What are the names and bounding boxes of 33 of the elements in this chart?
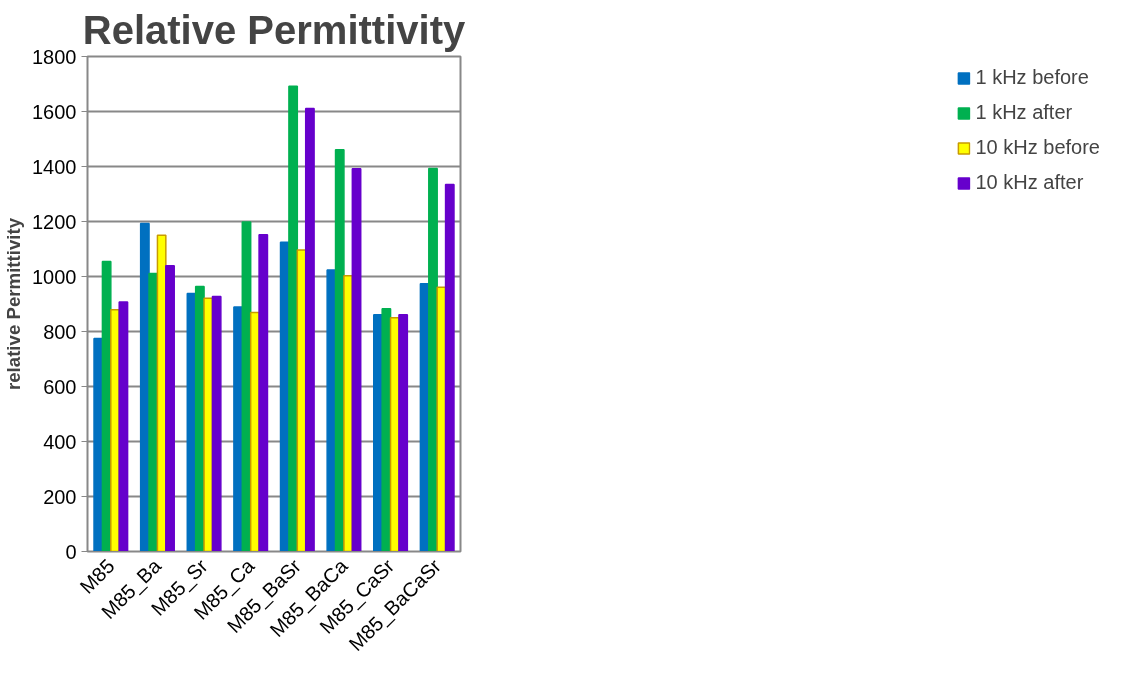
- bar: [118, 301, 129, 552]
- y-tick-label: 200: [43, 485, 77, 508]
- y-tick-label: 800: [43, 320, 77, 343]
- bar: [304, 107, 315, 552]
- bar: [326, 269, 337, 552]
- bar: [93, 337, 104, 552]
- y-tick-label: 1000: [32, 265, 77, 288]
- y-axis-title: relative Permittivity: [3, 217, 25, 391]
- y-tick-label: 1600: [32, 100, 77, 123]
- bar: [258, 233, 269, 552]
- bar: [288, 85, 299, 552]
- bar: [398, 313, 409, 552]
- bar: [381, 307, 392, 552]
- y-tick-label: 1800: [32, 45, 77, 68]
- y-tick-label: 0: [65, 540, 77, 563]
- y-tick-label: 400: [43, 430, 77, 453]
- y-tick-label: 600: [43, 375, 77, 398]
- legend-label: 1 kHz before: [975, 66, 1089, 89]
- legend-label: 10 kHz before: [975, 136, 1100, 159]
- bar: [211, 295, 222, 552]
- bar: [436, 286, 447, 552]
- y-tick-label: 1400: [32, 155, 77, 178]
- bar: [233, 306, 244, 552]
- legend-label: 10 kHz after: [975, 171, 1084, 194]
- bar: [165, 265, 175, 552]
- bar: [351, 167, 362, 552]
- bar: [203, 297, 214, 552]
- bar: [148, 272, 159, 552]
- legend-label: 1 kHz after: [975, 101, 1073, 124]
- bar: [444, 183, 455, 552]
- y-tick-label: 1200: [32, 210, 77, 233]
- chart-title: Relative Permittivity: [82, 7, 466, 52]
- bar: [343, 274, 354, 552]
